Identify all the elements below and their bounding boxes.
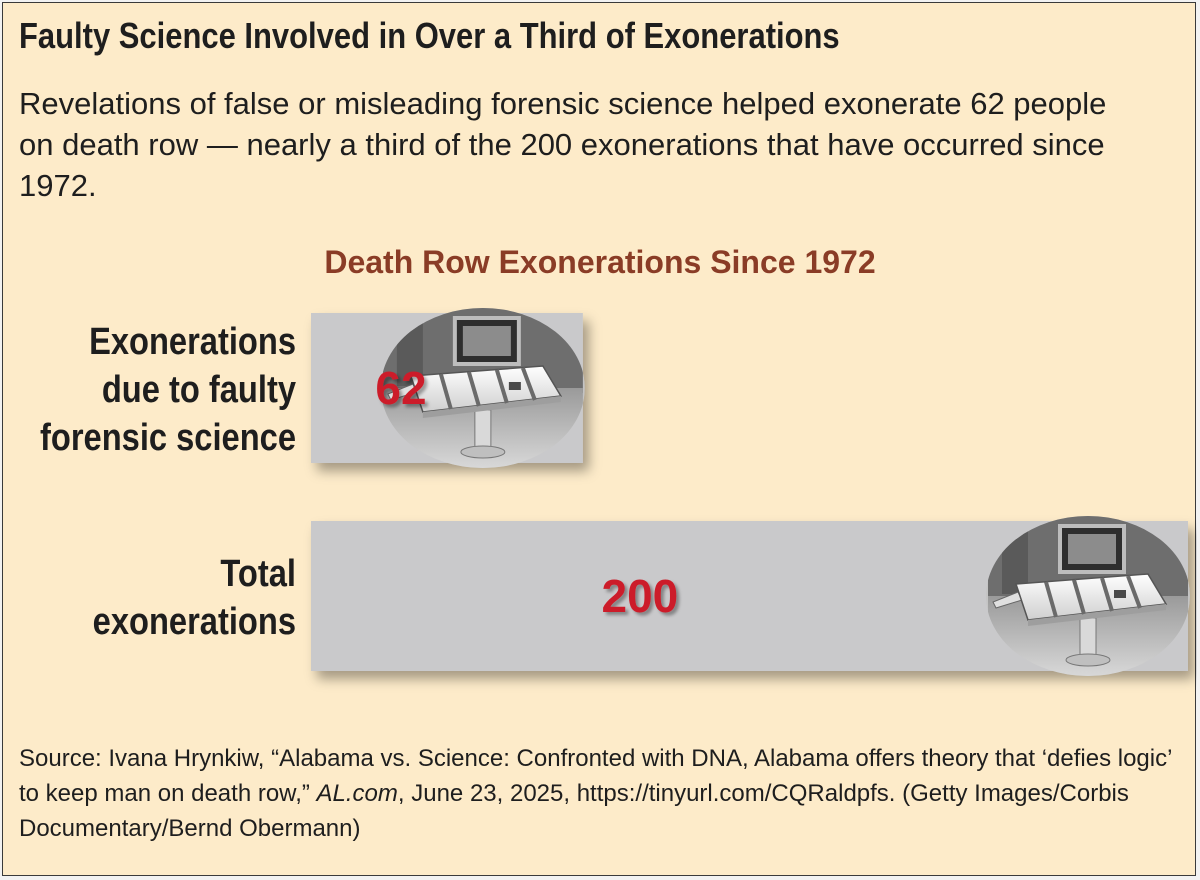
source-lead: Source: Ivana Hrynkiw, “Alabama vs. Scie… xyxy=(19,745,1172,807)
value-label-1: 200 xyxy=(602,570,679,622)
source-tail: , June 23, 2025, https://tinyurl.com/CQR… xyxy=(19,780,1129,842)
bar-chart: Death Row Exonerations Since 1972 62 Exon… xyxy=(40,244,1190,676)
gurney-photo-icon-0 xyxy=(380,308,585,468)
source-note: Source: Ivana Hrynkiw, “Alabama vs. Scie… xyxy=(19,741,1184,846)
gurney-photo-icon-1 xyxy=(986,516,1190,676)
category-label-0: Exonerations due to faulty forensic scienc… xyxy=(40,320,296,459)
value-label-0: 62 xyxy=(375,362,426,414)
source-publication: AL.com xyxy=(316,780,398,807)
page-subtitle: Revelations of false or misleading foren… xyxy=(19,86,1107,203)
page-title: Faulty Science Involved in Over a Third … xyxy=(19,15,840,56)
chart-title: Death Row Exonerations Since 1972 xyxy=(324,244,875,280)
category-label-1: Total exonerations xyxy=(93,552,296,643)
